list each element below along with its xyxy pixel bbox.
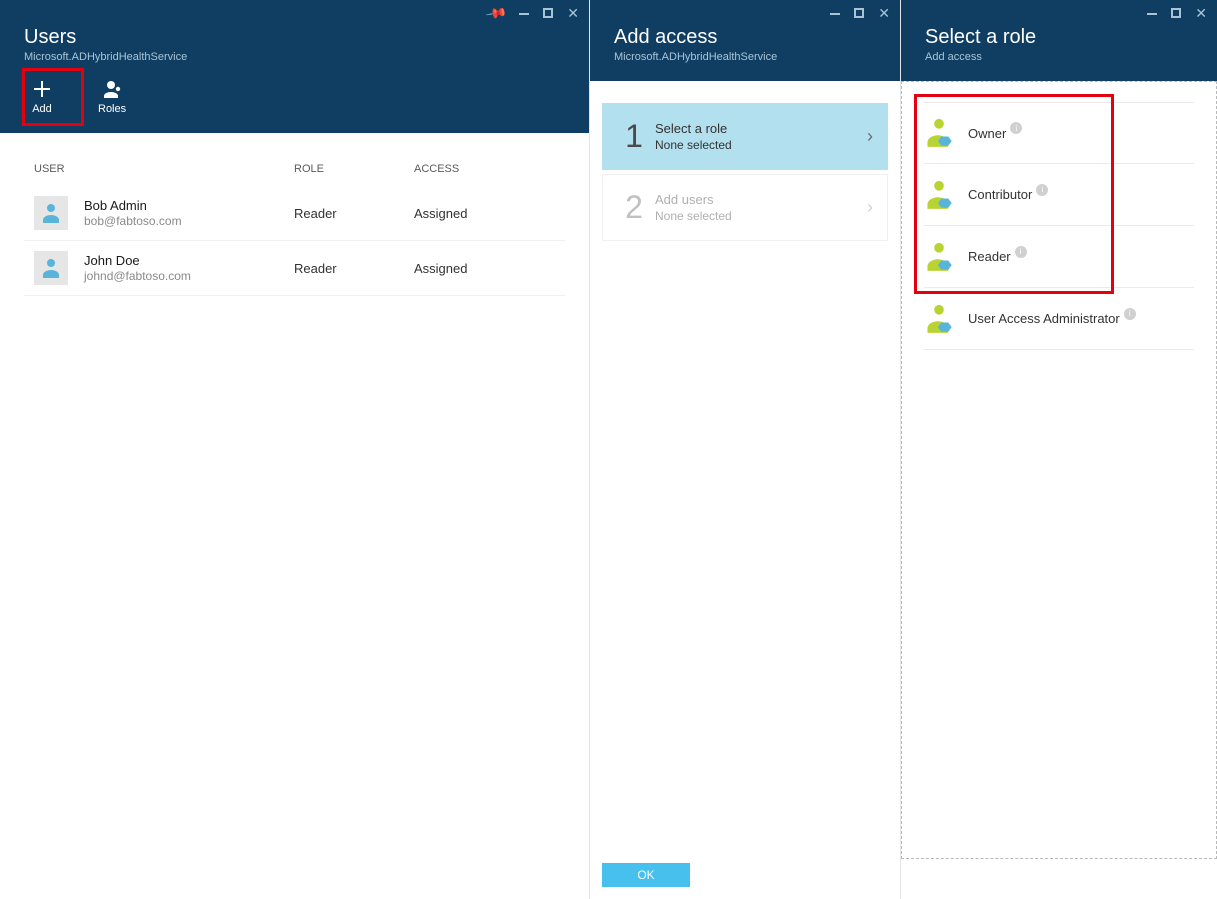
ok-bar: OK: [590, 851, 900, 899]
info-icon[interactable]: i: [1124, 308, 1136, 320]
close-icon[interactable]: ✕: [567, 6, 579, 20]
window-controls: ✕: [830, 6, 890, 20]
users-table-header: USER ROLE ACCESS: [24, 151, 565, 186]
chevron-right-icon: ›: [867, 126, 873, 147]
user-role: Reader: [294, 206, 414, 221]
user-name: Bob Admin: [84, 198, 182, 213]
minimize-icon[interactable]: [830, 6, 840, 20]
user-row[interactable]: Bob Admin bob@fabtoso.com Reader Assigne…: [24, 186, 565, 241]
select-role-body: Owner i Contributor i Reader i User Acce…: [901, 81, 1217, 899]
roles-button[interactable]: Roles: [90, 75, 134, 119]
select-role-blade: ✕ Select a role Add access Owner i Contr…: [901, 0, 1217, 899]
roles-button-label: Roles: [98, 103, 126, 115]
step-title: Select a role: [655, 121, 867, 136]
add-access-header: ✕ Add access Microsoft.ADHybridHealthSer…: [590, 0, 900, 81]
user-access: Assigned: [414, 261, 565, 276]
role-list-container: Owner i Contributor i Reader i User Acce…: [901, 81, 1217, 859]
col-role: ROLE: [294, 163, 414, 175]
roles-highlight: [914, 94, 1114, 294]
window-controls: ✕: [1147, 6, 1207, 20]
user-row[interactable]: John Doe johnd@fabtoso.com Reader Assign…: [24, 241, 565, 296]
user-name: John Doe: [84, 253, 191, 268]
window-controls: 📌 ✕: [488, 6, 579, 20]
users-blade-header: 📌 ✕ Users Microsoft.ADHybridHealthServic…: [0, 0, 589, 133]
minimize-icon[interactable]: [1147, 6, 1157, 20]
step-add-users[interactable]: 2 Add users None selected ›: [602, 174, 888, 241]
blade-subtitle: Microsoft.ADHybridHealthService: [24, 51, 571, 63]
select-role-header: ✕ Select a role Add access: [901, 0, 1217, 81]
user-access: Assigned: [414, 206, 565, 221]
avatar: [34, 251, 68, 285]
step-select-role[interactable]: 1 Select a role None selected ›: [602, 103, 888, 170]
step-number: 2: [617, 189, 651, 226]
maximize-icon[interactable]: [543, 6, 553, 20]
minimize-icon[interactable]: [519, 6, 529, 20]
add-access-body: 1 Select a role None selected › 2 Add us…: [590, 81, 900, 851]
col-access: ACCESS: [414, 163, 565, 175]
maximize-icon[interactable]: [1171, 6, 1181, 20]
person-icon: [40, 257, 62, 279]
users-body: USER ROLE ACCESS Bob Admin bob@fabtoso.c…: [0, 133, 589, 899]
add-button-highlight: [22, 68, 84, 126]
step-title: Add users: [655, 192, 867, 207]
person-icon: [40, 202, 62, 224]
ok-button[interactable]: OK: [602, 863, 690, 887]
maximize-icon[interactable]: [854, 6, 864, 20]
users-blade: 📌 ✕ Users Microsoft.ADHybridHealthServic…: [0, 0, 590, 899]
user-email: johnd@fabtoso.com: [84, 269, 191, 283]
step-subtext: None selected: [655, 209, 867, 223]
close-icon[interactable]: ✕: [1195, 6, 1207, 20]
close-icon[interactable]: ✕: [878, 6, 890, 20]
col-user: USER: [34, 163, 294, 175]
blade-subtitle: Microsoft.ADHybridHealthService: [614, 51, 882, 63]
add-access-blade: ✕ Add access Microsoft.ADHybridHealthSer…: [590, 0, 901, 899]
step-number: 1: [617, 118, 651, 155]
role-label: User Access Administrator: [968, 311, 1120, 326]
user-role: Reader: [294, 261, 414, 276]
users-toolbar: Add Roles: [24, 63, 571, 133]
role-option-user-access-admin[interactable]: User Access Administrator i: [924, 288, 1194, 350]
blade-subtitle: Add access: [925, 51, 1199, 63]
user-email: bob@fabtoso.com: [84, 214, 182, 228]
avatar: [34, 196, 68, 230]
chevron-right-icon: ›: [867, 197, 873, 218]
step-subtext: None selected: [655, 138, 867, 152]
roles-icon: [102, 79, 122, 99]
role-icon: [924, 304, 954, 334]
